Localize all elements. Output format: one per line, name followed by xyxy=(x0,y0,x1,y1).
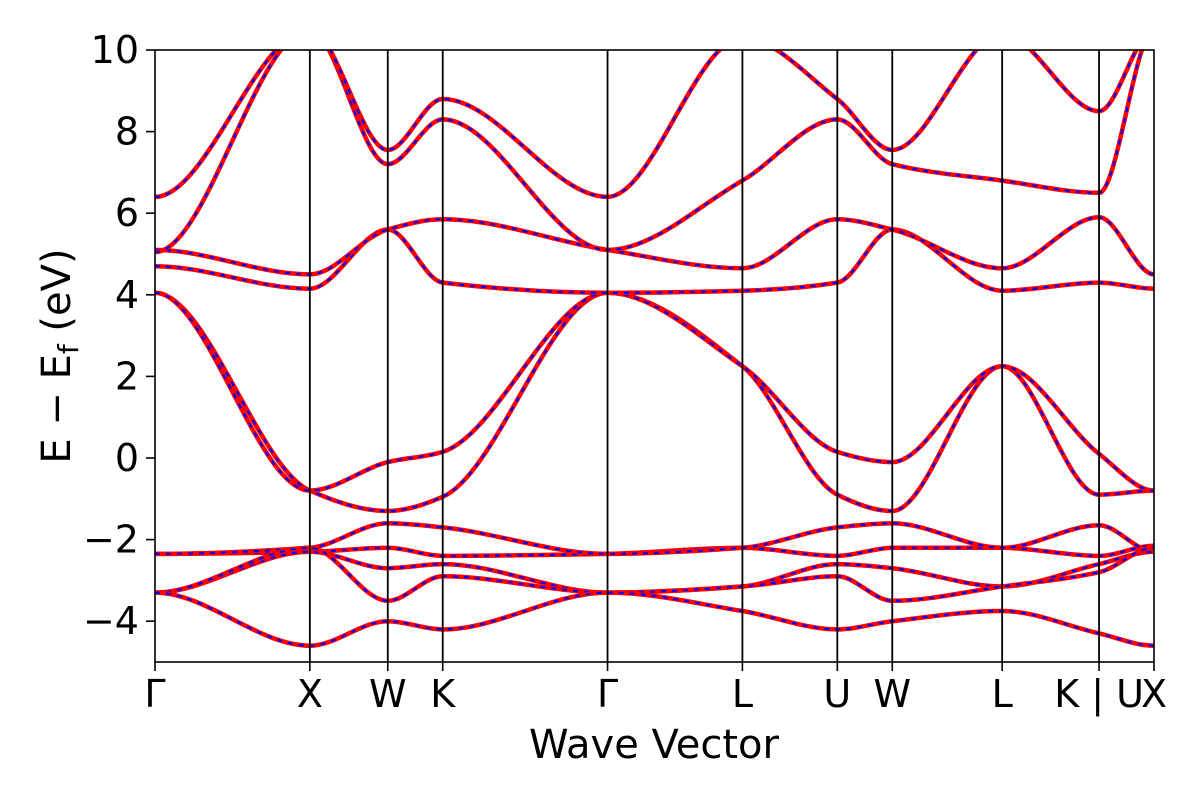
y-tick-label: 0 xyxy=(115,436,139,480)
x-tick-label: X xyxy=(1141,672,1167,716)
y-tick-label: 10 xyxy=(91,28,139,72)
x-tick-label: K xyxy=(430,672,456,716)
band-8-solid xyxy=(155,521,1154,557)
x-tick-label: K | U xyxy=(1054,672,1144,717)
band-10-dashed xyxy=(155,546,1154,602)
y-axis-title-sub: f xyxy=(52,343,85,354)
y-tick-label: 6 xyxy=(115,191,139,235)
plot-frame xyxy=(154,49,1155,663)
band-6-dashed xyxy=(155,50,1138,199)
x-tick-label: Γ xyxy=(144,672,165,716)
x-tick-label: Γ xyxy=(597,672,618,716)
band-5-dashed xyxy=(155,50,1144,254)
y-tick-label: 2 xyxy=(115,354,139,398)
x-tick-label: L xyxy=(732,672,753,716)
x-tick-label: U xyxy=(823,672,851,716)
band-11-dashed xyxy=(155,591,1154,647)
y-tick-label: −2 xyxy=(83,518,139,562)
x-tick-label: W xyxy=(873,672,911,716)
x-tick-label: W xyxy=(369,672,407,716)
y-axis-title-main: E − E xyxy=(34,354,80,464)
band-4-dashed xyxy=(155,216,1154,276)
band-2-dashed xyxy=(155,291,1154,492)
kpoint-lines xyxy=(308,50,1100,662)
y-axis-title: E − Ef (eV) xyxy=(34,248,85,463)
x-tick-label: X xyxy=(297,672,323,716)
y-axis: −4 −2 0 2 4 6 8 10 xyxy=(83,28,155,643)
x-tick-label: L xyxy=(992,672,1013,716)
y-tick-label: 8 xyxy=(115,110,139,154)
x-axis-title: Wave Vector xyxy=(529,722,780,768)
y-tick-label: −4 xyxy=(83,599,139,643)
y-tick-label: 4 xyxy=(115,273,139,317)
y-axis-title-unit: (eV) xyxy=(34,248,80,344)
plot-background xyxy=(155,50,1154,662)
